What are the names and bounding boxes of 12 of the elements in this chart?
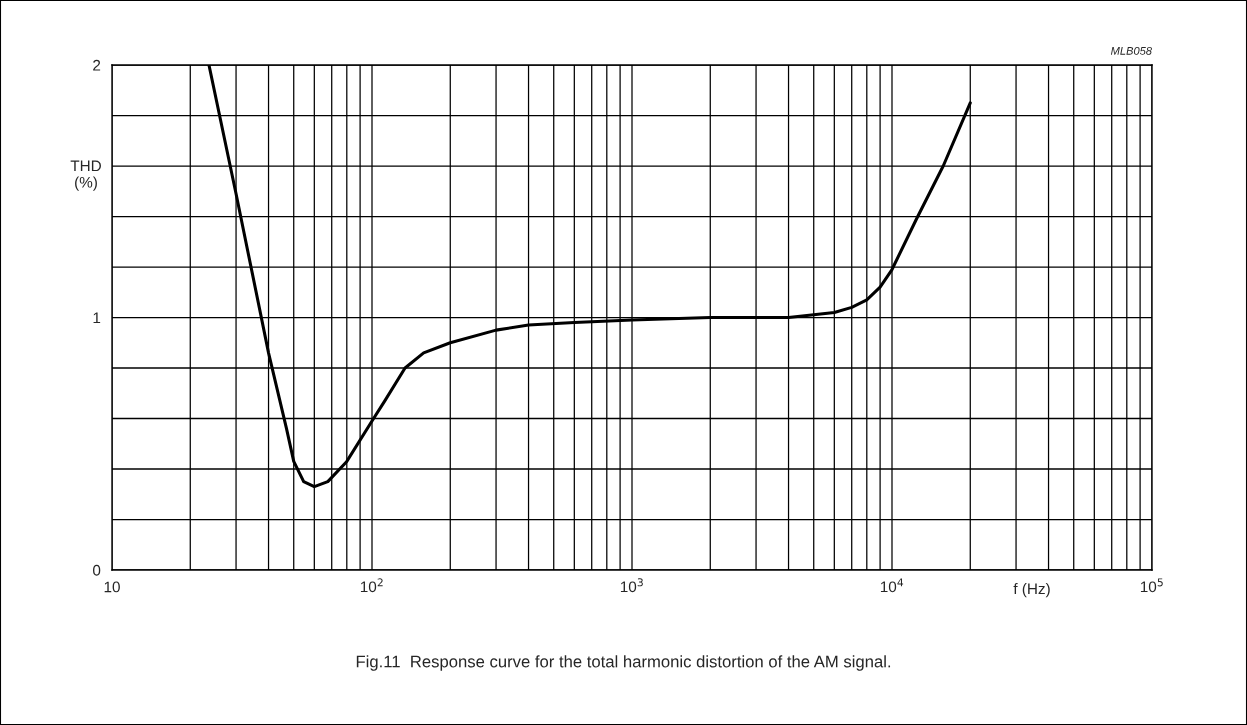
text: MLB058 bbox=[1110, 46, 1152, 55]
x-tick-label: 10$^{4}$ bbox=[880, 578, 904, 593]
x-tick-label: 10 bbox=[104, 581, 120, 593]
caption: Fig.11 Response curve for the total harmonic distortion of the AM signal. bbox=[356, 655, 891, 671]
y-tick-label: 2 bbox=[93, 59, 101, 71]
x-tick-label: 10$^{2}$ bbox=[360, 578, 383, 593]
x-tick-label: 10$^{5}$ bbox=[1140, 578, 1163, 593]
x-axis-title: f (Hz) bbox=[1013, 583, 1050, 598]
x-tick-label: 10$^{3}$ bbox=[620, 578, 643, 593]
y-tick-label: 1 bbox=[93, 312, 101, 324]
y-axis-title: THD (%) bbox=[70, 160, 101, 191]
y-tick-label: 0 bbox=[92, 564, 101, 576]
